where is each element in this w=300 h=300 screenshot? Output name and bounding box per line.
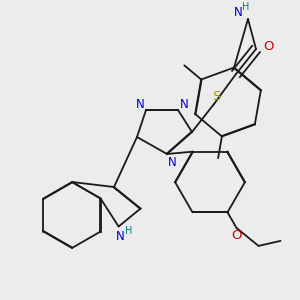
Text: N: N xyxy=(136,98,144,112)
Text: S: S xyxy=(212,89,220,103)
Text: N: N xyxy=(180,98,188,112)
Text: H: H xyxy=(125,226,132,236)
Text: N: N xyxy=(168,155,176,169)
Text: N: N xyxy=(234,7,242,20)
Text: N: N xyxy=(116,230,125,243)
Text: O: O xyxy=(263,40,273,53)
Text: O: O xyxy=(231,230,242,242)
Text: H: H xyxy=(242,2,250,12)
